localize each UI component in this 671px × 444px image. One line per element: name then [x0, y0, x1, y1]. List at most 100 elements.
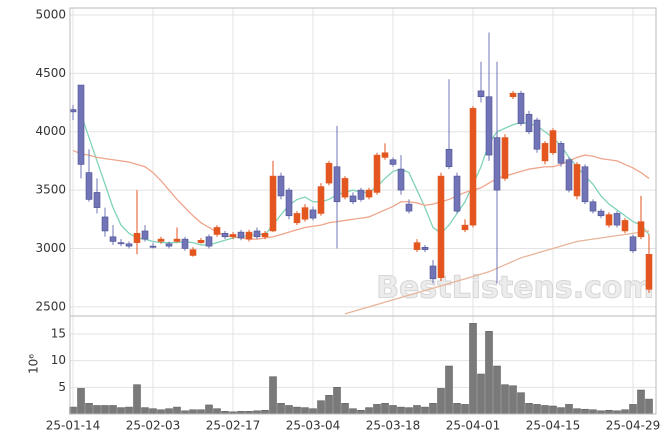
- candle-body: [229, 234, 237, 238]
- candle-body: [213, 227, 221, 235]
- candle-body: [85, 172, 93, 200]
- volume-bar: [301, 407, 309, 415]
- candle-body: [517, 92, 525, 124]
- volume-bar: [365, 407, 373, 415]
- candle-body: [501, 137, 509, 179]
- volume-bar: [213, 408, 221, 415]
- candle-body: [453, 175, 461, 212]
- volume-bar: [261, 410, 269, 415]
- volume-bar: [333, 387, 341, 415]
- volume-bar: [141, 407, 149, 415]
- plot-frame: [69, 7, 657, 415]
- volume-bar: [269, 376, 277, 415]
- candle-body: [437, 175, 445, 278]
- volume-bar: [517, 392, 525, 415]
- candle-body: [557, 143, 565, 164]
- candle-body: [405, 203, 413, 212]
- candle-body: [421, 246, 429, 250]
- volume-bar: [413, 405, 421, 415]
- volume-tick-label: 5: [58, 380, 66, 394]
- x-tick-label: 25-04-01: [446, 419, 500, 433]
- volume-bar: [77, 388, 85, 415]
- volume-tick-label: 10: [51, 353, 66, 367]
- volume-bar: [629, 404, 637, 415]
- volume-bar: [341, 403, 349, 415]
- volume-bar: [117, 407, 125, 415]
- volume-bar: [285, 405, 293, 415]
- volume-bar: [573, 408, 581, 415]
- volume-bar: [637, 389, 645, 415]
- volume-bar: [173, 406, 181, 415]
- volume-bar: [605, 410, 613, 415]
- candle-body: [149, 245, 157, 248]
- volume-bar: [509, 385, 517, 415]
- candle-body: [461, 224, 469, 231]
- candle-body: [637, 221, 645, 238]
- candle-body: [157, 238, 165, 242]
- y-tick-label: 3000: [35, 241, 66, 255]
- x-tick-label: 25-02-17: [206, 419, 260, 433]
- candle-body: [309, 209, 317, 219]
- candle-body: [301, 207, 309, 220]
- candle-body: [509, 92, 517, 98]
- volume-bar: [621, 409, 629, 415]
- volume-bar: [357, 410, 365, 415]
- candle-body: [381, 152, 389, 158]
- volume-bar: [549, 405, 557, 415]
- volume-bar: [85, 403, 93, 415]
- volume-bar: [533, 404, 541, 415]
- candle-body: [445, 148, 453, 168]
- candle-body: [317, 186, 325, 214]
- volume-bar: [493, 365, 501, 415]
- candle-body: [581, 166, 589, 203]
- volume-tick-label: 15: [51, 327, 66, 341]
- candle-body: [429, 265, 437, 280]
- volume-bar: [349, 408, 357, 415]
- candle-body: [77, 84, 85, 165]
- volume-bar: [325, 395, 333, 415]
- candle-body: [549, 130, 557, 154]
- candle-body: [605, 214, 613, 226]
- candle-body: [533, 119, 541, 150]
- candle-body: [573, 164, 581, 197]
- candle-body: [333, 166, 341, 203]
- volume-bar: [165, 408, 173, 415]
- candle-body: [613, 213, 621, 226]
- candle-body: [357, 189, 365, 200]
- candle-body: [365, 189, 373, 198]
- volume-bar: [589, 409, 597, 415]
- candle-body: [181, 238, 189, 249]
- y-tick-label: 5000: [35, 8, 66, 22]
- candle-body: [165, 243, 173, 247]
- candle-body: [117, 242, 125, 245]
- volume-bar: [405, 407, 413, 415]
- volume-bar: [445, 365, 453, 415]
- candle-body: [493, 137, 501, 191]
- candle-body: [173, 238, 181, 242]
- volume-bar: [189, 409, 197, 415]
- volume-bar: [469, 323, 477, 415]
- volume-bar: [157, 409, 165, 415]
- candle-body: [525, 113, 533, 133]
- volume-bar: [485, 331, 493, 415]
- candle-body: [397, 168, 405, 191]
- candle-body: [621, 220, 629, 232]
- candle-body: [237, 231, 245, 239]
- volume-bar: [109, 405, 117, 415]
- moving-average-line: [72, 149, 650, 240]
- x-tick-label: 25-01-14: [46, 419, 100, 433]
- y-tick-label: 2500: [35, 299, 66, 313]
- volume-bar: [277, 403, 285, 415]
- candle-body: [541, 143, 549, 162]
- candle-body: [277, 175, 285, 197]
- candle-body: [205, 236, 213, 247]
- volume-bar: [373, 404, 381, 415]
- x-tick-label: 25-04-15: [526, 419, 580, 433]
- candle-body: [485, 96, 493, 156]
- volume-bar: [581, 408, 589, 415]
- candle-body: [221, 232, 229, 238]
- volume-bar: [149, 408, 157, 415]
- candle-body: [325, 162, 333, 184]
- volume-bar: [525, 403, 533, 415]
- volume-bar: [541, 405, 549, 415]
